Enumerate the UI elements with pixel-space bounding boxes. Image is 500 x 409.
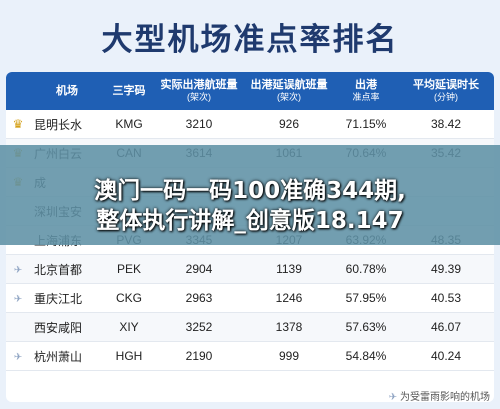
on-time-rate: 60.78% bbox=[334, 254, 398, 284]
row-icon-cell: ✈ bbox=[6, 254, 30, 284]
header-airport: 机场 bbox=[30, 72, 104, 110]
airport-code: XIY bbox=[104, 312, 154, 342]
on-time-rate: 54.84% bbox=[334, 341, 398, 371]
actual-flights: 3252 bbox=[154, 312, 244, 342]
airport-name: 昆明长水 bbox=[30, 110, 104, 139]
table-header-row: 机场 三字码 实际出港航班量 (架次) 出港延误航班量 (架次) 出港 准点率 平均延… bbox=[6, 72, 494, 110]
row-icon-cell: ✈ bbox=[6, 283, 30, 313]
plane-icon: ✈ bbox=[388, 392, 397, 403]
avg-delay: 46.07 bbox=[398, 312, 494, 342]
row-icon-cell bbox=[6, 312, 30, 342]
header-rate: 出港 准点率 bbox=[334, 72, 398, 110]
actual-flights: 2190 bbox=[154, 341, 244, 371]
airport-code: KMG bbox=[104, 110, 154, 139]
legend: ✈ 为受雷雨影响的机场 bbox=[389, 388, 490, 403]
page-title: 大型机场准点率排名 bbox=[101, 22, 399, 58]
header-avg-delay: 平均延误时长 (分钟) bbox=[398, 72, 494, 110]
avg-delay: 49.39 bbox=[398, 254, 494, 284]
actual-flights: 3210 bbox=[154, 110, 244, 139]
header-icon bbox=[6, 72, 30, 110]
overlay-text-line-2: 整体执行讲解_创意版18.147 bbox=[96, 208, 404, 234]
table-row: ♛ 昆明长水 KMG 3210 926 71.15% 38.42 bbox=[6, 110, 494, 139]
table-row: 西安咸阳 XIY 3252 1378 57.63% 46.07 bbox=[6, 312, 494, 342]
header-code: 三字码 bbox=[104, 72, 154, 110]
airport-code: HGH bbox=[104, 341, 154, 371]
plane-icon: ✈ bbox=[13, 352, 23, 363]
airport-code: CKG bbox=[104, 283, 154, 313]
avg-delay: 40.53 bbox=[398, 283, 494, 313]
plane-icon: ✈ bbox=[13, 294, 23, 305]
airport-name: 杭州萧山 bbox=[30, 341, 104, 371]
plane-icon: ✈ bbox=[13, 265, 23, 276]
table-row: ✈ 重庆江北 CKG 2963 1246 57.95% 40.53 bbox=[6, 283, 494, 313]
airport-code: PEK bbox=[104, 254, 154, 284]
avg-delay: 38.42 bbox=[398, 110, 494, 139]
overlay-banner: 澳门一码一码100准确344期, 整体执行讲解_创意版18.147 bbox=[0, 145, 500, 245]
delayed-flights: 999 bbox=[244, 341, 334, 371]
airport-name: 西安咸阳 bbox=[30, 312, 104, 342]
airport-name: 重庆江北 bbox=[30, 283, 104, 313]
delayed-flights: 1378 bbox=[244, 312, 334, 342]
delayed-flights: 926 bbox=[244, 110, 334, 139]
crown-icon: ♛ bbox=[12, 117, 24, 131]
actual-flights: 2904 bbox=[154, 254, 244, 284]
overlay-text-line-1: 澳门一码一码100准确344期, bbox=[94, 178, 406, 204]
header-delayed: 出港延误航班量 (架次) bbox=[244, 72, 334, 110]
on-time-rate: 57.63% bbox=[334, 312, 398, 342]
on-time-rate: 57.95% bbox=[334, 283, 398, 313]
avg-delay: 40.24 bbox=[398, 341, 494, 371]
row-icon-cell: ♛ bbox=[6, 110, 30, 139]
header-actual: 实际出港航班量 (架次) bbox=[154, 72, 244, 110]
table-row: ✈ 北京首都 PEK 2904 1139 60.78% 49.39 bbox=[6, 254, 494, 284]
airport-name: 北京首都 bbox=[30, 254, 104, 284]
delayed-flights: 1246 bbox=[244, 283, 334, 313]
table-row: ✈ 杭州萧山 HGH 2190 999 54.84% 40.24 bbox=[6, 341, 494, 371]
legend-text: 为受雷雨影响的机场 bbox=[400, 392, 490, 403]
delayed-flights: 1139 bbox=[244, 254, 334, 284]
on-time-rate: 71.15% bbox=[334, 110, 398, 139]
row-icon-cell: ✈ bbox=[6, 341, 30, 371]
actual-flights: 2963 bbox=[154, 283, 244, 313]
